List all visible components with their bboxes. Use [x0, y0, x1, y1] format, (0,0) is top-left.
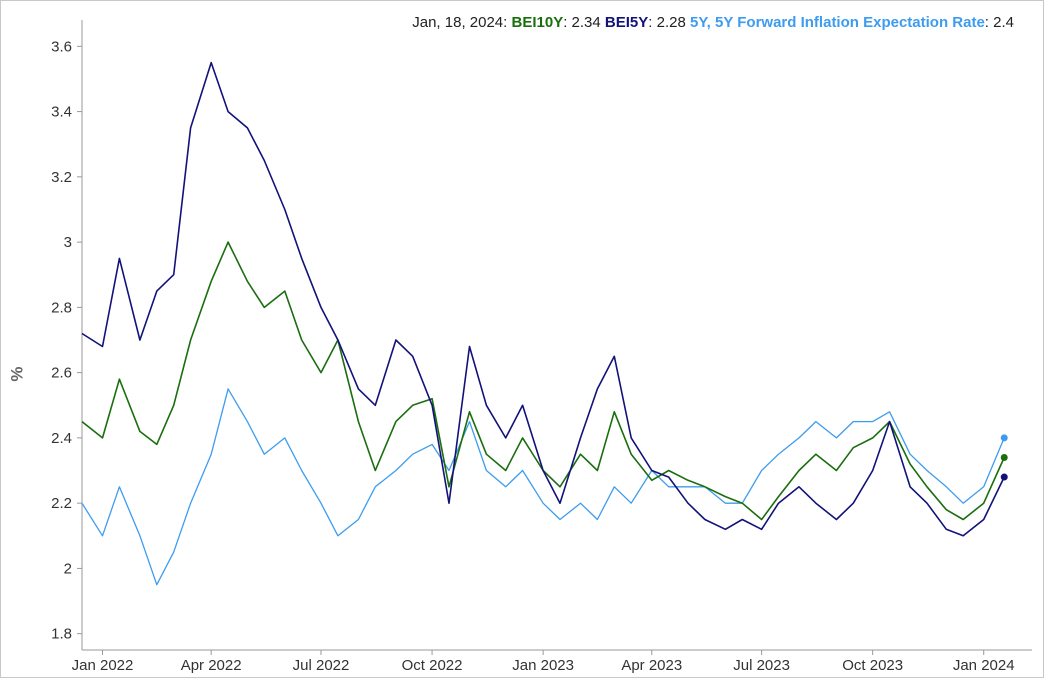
legend-date: Jan, 18, 2024 — [412, 14, 504, 31]
legend-bei10y-value: 2.34 — [571, 14, 601, 31]
series-line-bei10y — [81, 241, 1005, 521]
legend-bei10y-name: BEI10Y — [511, 14, 564, 31]
x-tick-label: Jul 2023 — [733, 657, 790, 674]
x-tick-label: Apr 2022 — [181, 657, 242, 674]
y-tick-label: 3.4 — [51, 104, 72, 121]
y-tick-label: 2.2 — [51, 495, 72, 512]
end-marker-bei10y — [1000, 453, 1008, 461]
series-line-bei5y — [81, 61, 1005, 537]
legend-bei5y-name: BEI5Y — [604, 14, 649, 31]
end-marker-forward — [1000, 434, 1008, 442]
y-tick-label: 2 — [64, 560, 72, 577]
x-tick-label: Jan 2022 — [72, 657, 134, 674]
legend-colon: : — [648, 14, 657, 31]
end-marker-bei5y — [1000, 473, 1008, 481]
x-tick-label: Oct 2022 — [402, 657, 463, 674]
x-tick-label: Jan 2023 — [512, 657, 574, 674]
x-tick-label: Jul 2022 — [293, 657, 350, 674]
y-tick-label: 2.8 — [51, 299, 72, 316]
legend-colon: : — [503, 14, 512, 31]
legend-forward-name: 5Y, 5Y Forward Inflation Expectation Rat… — [690, 14, 985, 31]
legend-colon: : — [984, 14, 994, 31]
x-tick-label: Oct 2023 — [842, 657, 903, 674]
chart-legend: Jan, 18, 2024: BEI10Y: 2.34 BEI5Y: 2.28 … — [412, 14, 1014, 31]
legend-bei5y-value: 2.28 — [656, 14, 686, 31]
legend-forward-value: 2.4 — [993, 14, 1014, 31]
x-tick-label: Apr 2023 — [621, 657, 682, 674]
y-tick-label: 2.4 — [51, 430, 72, 447]
y-tick-label: 1.8 — [51, 626, 72, 643]
y-tick-label: 3.2 — [51, 169, 72, 186]
series-line-forward — [81, 388, 1005, 586]
x-tick-label: Jan 2024 — [953, 657, 1015, 674]
y-tick-label: 3.6 — [51, 38, 72, 55]
y-tick-label: 3 — [64, 234, 72, 251]
legend-colon: : — [563, 14, 572, 31]
y-tick-label: 2.6 — [51, 365, 72, 382]
